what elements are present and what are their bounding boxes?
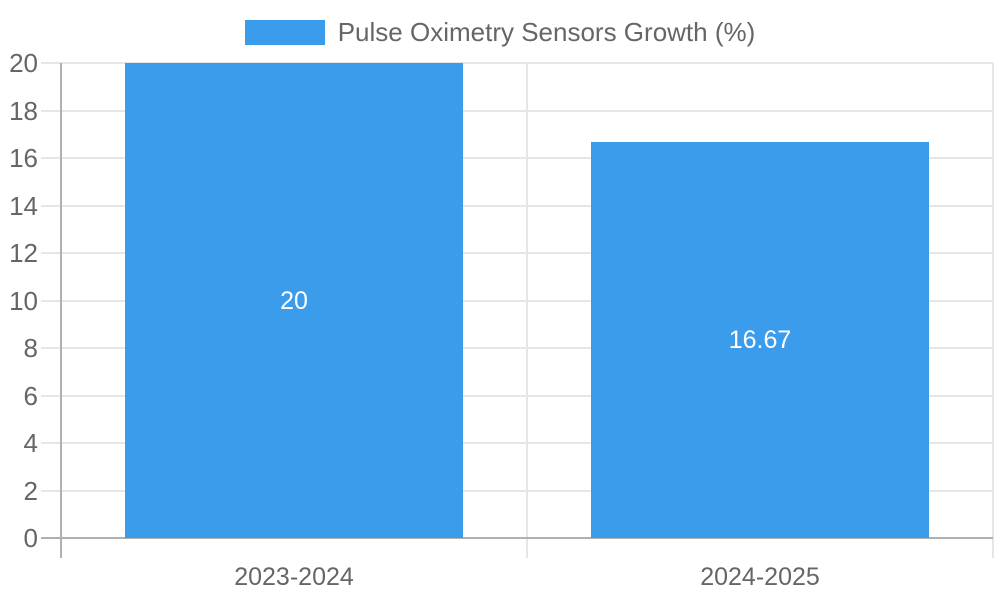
- y-tick: [41, 442, 61, 444]
- y-tick: [41, 252, 61, 254]
- x-axis-line: [41, 537, 993, 539]
- bar-2023-2024: [125, 63, 463, 538]
- x-gridline: [992, 63, 994, 558]
- y-tick-label: 0: [23, 523, 38, 553]
- y-tick-label: 14: [9, 190, 38, 221]
- bar-2024-2025: [591, 142, 929, 538]
- y-tick-label: 10: [9, 285, 38, 316]
- y-tick: [41, 109, 61, 112]
- y-tick-label: 20: [9, 48, 38, 78]
- y-tick: [41, 299, 61, 302]
- x-tick-label: 2023-2024: [234, 563, 354, 591]
- bar-value-label: 16.67: [728, 326, 792, 355]
- y-tick-label: 6: [23, 380, 38, 411]
- y-tick: [41, 62, 61, 64]
- y-axis-line: [60, 63, 62, 558]
- legend-swatch: [244, 19, 325, 45]
- y-tick: [41, 394, 61, 397]
- y-tick: [41, 489, 61, 492]
- y-tick-label: 4: [23, 428, 38, 458]
- y-tick: [41, 347, 61, 349]
- y-tick-label: 16: [9, 143, 38, 173]
- y-tick-label: 8: [23, 333, 38, 363]
- y-tick: [41, 157, 61, 159]
- y-tick-label: 2: [23, 475, 38, 506]
- y-tick-label: 18: [9, 95, 38, 126]
- y-tick: [41, 204, 61, 207]
- bar-value-label: 20: [280, 286, 308, 315]
- legend-label: Pulse Oximetry Sensors Growth (%): [337, 16, 756, 47]
- legend[interactable]: Pulse Oximetry Sensors Growth (%): [0, 16, 1000, 47]
- x-tick-label: 2024-2025: [700, 563, 820, 591]
- x-gridline: [526, 63, 528, 558]
- y-tick-label: 12: [9, 238, 38, 268]
